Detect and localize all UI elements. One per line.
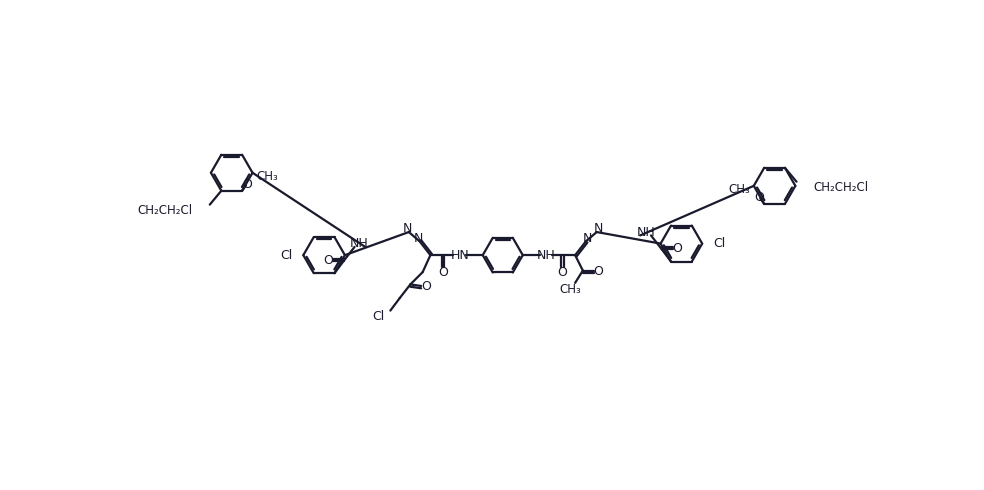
Text: CH₂CH₂Cl: CH₂CH₂Cl — [138, 204, 193, 217]
Text: O: O — [439, 267, 449, 279]
Text: O: O — [242, 178, 252, 191]
Text: CH₃: CH₃ — [560, 283, 582, 295]
Text: O: O — [672, 242, 682, 255]
Text: N: N — [413, 232, 423, 245]
Text: NH: NH — [536, 248, 555, 262]
Text: Cl: Cl — [713, 237, 725, 250]
Text: O: O — [421, 280, 431, 293]
Text: HN: HN — [451, 248, 469, 262]
Text: O: O — [557, 267, 567, 279]
Text: Cl: Cl — [373, 310, 385, 323]
Text: O: O — [324, 253, 334, 267]
Text: N: N — [583, 232, 592, 245]
Text: O: O — [755, 191, 765, 204]
Text: Cl: Cl — [280, 248, 292, 262]
Text: N: N — [402, 221, 412, 235]
Text: NH: NH — [637, 226, 655, 239]
Text: CH₃: CH₃ — [728, 183, 751, 196]
Text: N: N — [593, 221, 603, 235]
Text: NH: NH — [349, 237, 369, 250]
Text: O: O — [593, 265, 603, 278]
Text: CH₂CH₂Cl: CH₂CH₂Cl — [814, 181, 869, 195]
Text: CH₃: CH₃ — [256, 171, 277, 183]
